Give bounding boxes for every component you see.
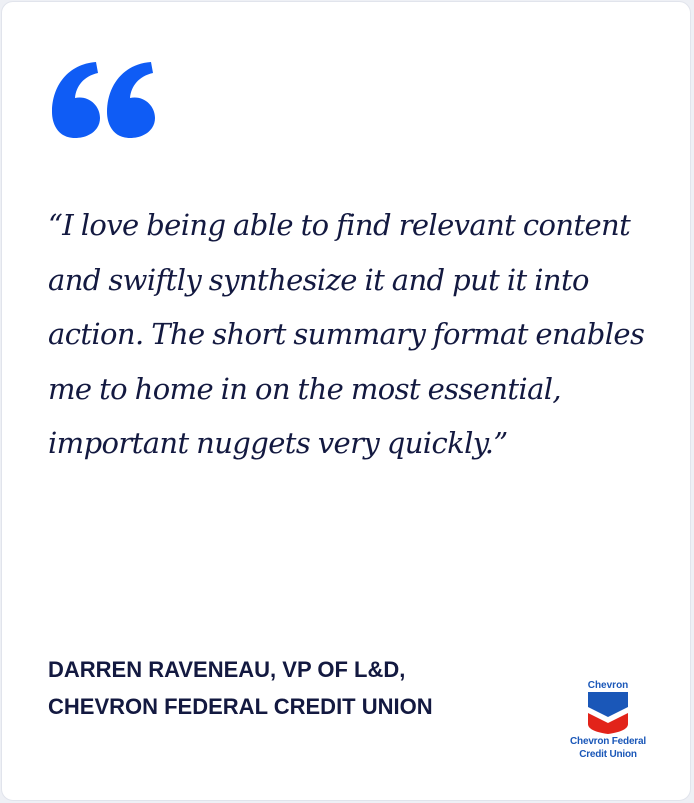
testimonial-quote: “I love being able to find relevant cont… <box>48 208 645 460</box>
open-quote-icon <box>52 62 155 138</box>
chevron-shield-icon <box>588 692 628 734</box>
logo-name-line2: Credit Union <box>579 749 637 760</box>
logo-name-line1: Chevron Federal <box>570 736 646 747</box>
testimonial-attribution: DARREN RAVENEAU, VP OF L&D, CHEVRON FEDE… <box>48 657 433 719</box>
chevron-federal-credit-union-logo: Chevron Chevron Federal Credit Union <box>562 680 654 760</box>
logo-brand-text: Chevron <box>587 680 629 691</box>
